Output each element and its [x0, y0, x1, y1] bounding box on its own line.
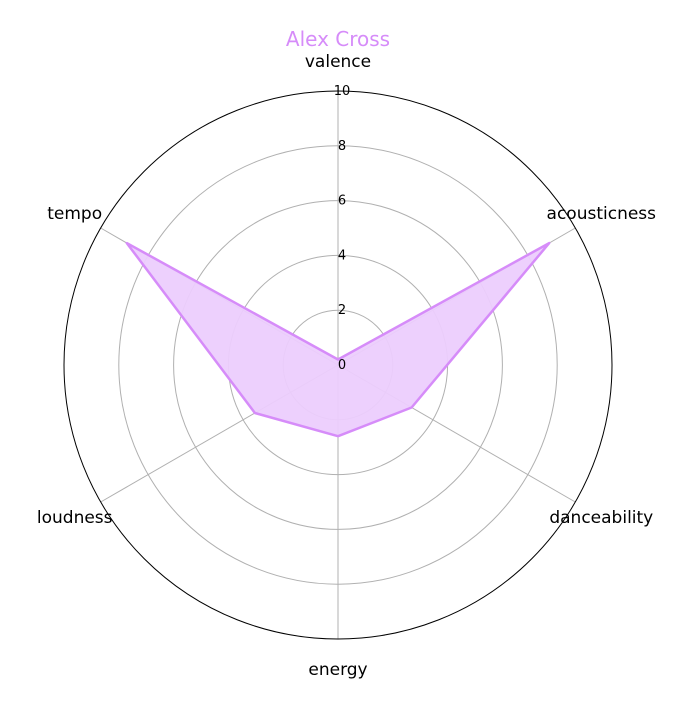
axis-label-tempo: tempo: [47, 204, 102, 224]
r-tick-label-4: 8: [338, 139, 346, 154]
chart-title: Alex Cross: [286, 27, 390, 51]
axis-label-loudness: loudness: [37, 508, 113, 528]
r-tick-label-0: 0: [338, 358, 346, 373]
r-tick-label-5: 10: [334, 84, 351, 99]
axis-label-layer: valence acousticness danceability energy lou…: [37, 52, 656, 680]
axis-label-valence: valence: [305, 52, 371, 72]
r-tick-label-2: 4: [338, 248, 346, 263]
r-tick-label-3: 6: [338, 194, 346, 209]
series-layer: [125, 241, 551, 438]
tick-label-layer: 0 2 4 6 8 10: [334, 84, 351, 373]
series-area-0: [125, 241, 551, 438]
outer-frame: [63, 90, 613, 640]
r-tick-label-1: 2: [338, 303, 346, 318]
axis-label-danceability: danceability: [549, 508, 653, 528]
axis-label-acousticness: acousticness: [547, 204, 657, 224]
axis-label-energy: energy: [308, 660, 367, 680]
